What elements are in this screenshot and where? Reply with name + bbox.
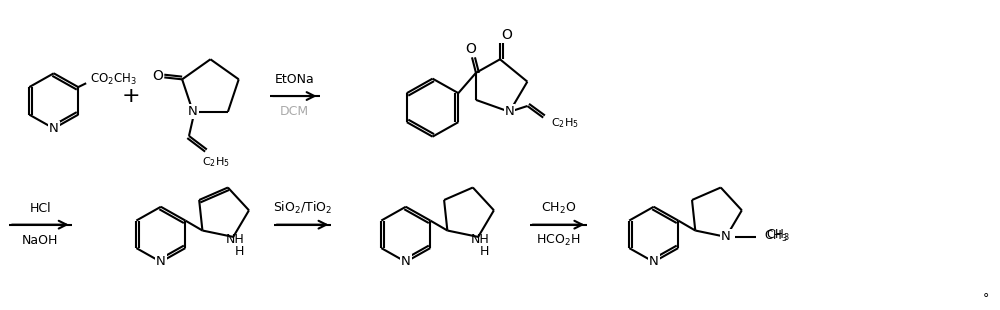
Text: H: H bbox=[479, 245, 489, 258]
Text: CH$_2$O: CH$_2$O bbox=[541, 201, 576, 216]
Text: HCO$_2$H: HCO$_2$H bbox=[536, 232, 581, 248]
Text: N: N bbox=[505, 105, 514, 118]
Text: O: O bbox=[466, 42, 476, 56]
Text: N: N bbox=[401, 255, 411, 268]
Text: CO$_2$CH$_3$: CO$_2$CH$_3$ bbox=[90, 72, 136, 87]
Text: NH: NH bbox=[471, 233, 490, 246]
Text: N: N bbox=[188, 105, 198, 118]
Text: °: ° bbox=[983, 292, 989, 305]
Text: C$_2$H$_5$: C$_2$H$_5$ bbox=[551, 117, 579, 130]
Text: CH$_3$: CH$_3$ bbox=[766, 228, 789, 243]
Text: C$_2$H$_5$: C$_2$H$_5$ bbox=[202, 155, 230, 169]
Text: NaOH: NaOH bbox=[22, 234, 59, 247]
Text: HCl: HCl bbox=[30, 202, 51, 215]
Text: DCM: DCM bbox=[280, 105, 309, 118]
Text: +: + bbox=[122, 86, 140, 106]
Text: N: N bbox=[721, 230, 731, 243]
Text: EtONa: EtONa bbox=[275, 73, 315, 86]
Text: N: N bbox=[156, 255, 166, 268]
Text: N: N bbox=[49, 122, 59, 135]
Text: NH: NH bbox=[226, 233, 245, 246]
Text: CH$_3$: CH$_3$ bbox=[764, 229, 787, 245]
Text: N: N bbox=[649, 255, 659, 268]
Text: O: O bbox=[152, 69, 163, 83]
Text: SiO$_2$/TiO$_2$: SiO$_2$/TiO$_2$ bbox=[273, 200, 332, 216]
Text: O: O bbox=[502, 28, 512, 42]
Text: H: H bbox=[234, 245, 244, 258]
